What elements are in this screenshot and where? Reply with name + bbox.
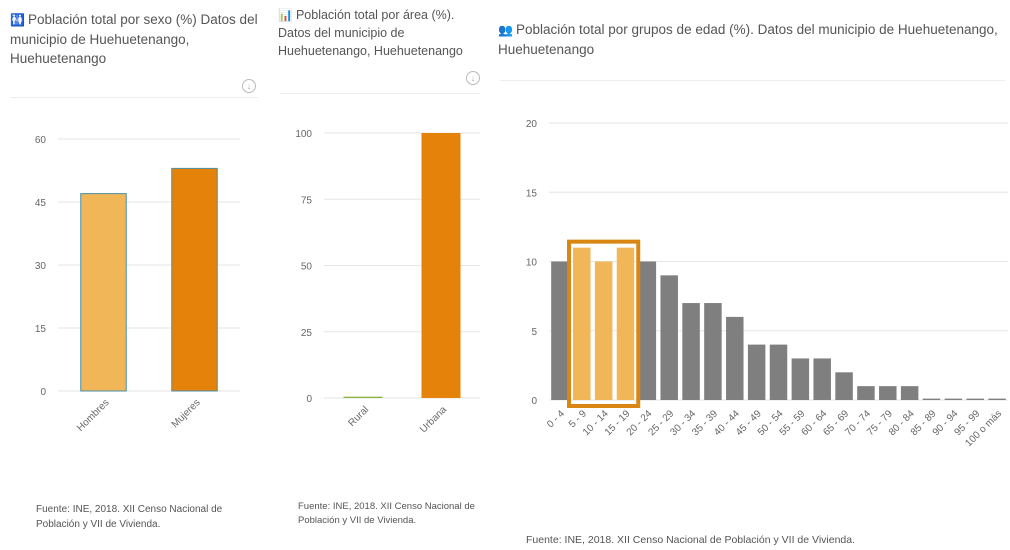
sex-chart-title: 🚻 Población total por sexo (%) Datos del …: [10, 12, 258, 66]
y-tick-label: 10: [526, 258, 538, 269]
bar[interactable]: [791, 358, 810, 400]
separator: [500, 80, 1005, 81]
y-tick-label: 25: [301, 328, 313, 339]
y-tick-label: 20: [526, 119, 538, 130]
y-tick-label: 50: [301, 262, 313, 273]
highlight-frame: [567, 239, 641, 408]
y-tick-label: 5: [531, 327, 537, 338]
age-chart-title: 👥 Población total por grupos de edad (%).…: [498, 22, 998, 57]
sex-chart-panel: 🚻 Población total por sexo (%) Datos del …: [0, 0, 262, 550]
bar[interactable]: [726, 316, 744, 400]
area-chart-title: 📊 Población total por área (%). Datos del…: [278, 8, 463, 58]
bar[interactable]: [835, 372, 853, 400]
area-chart-panel: 📊 Población total por área (%). Datos del…: [270, 0, 485, 550]
y-tick-label: 15: [526, 188, 538, 199]
people-icon: 🚻: [10, 13, 25, 27]
bar[interactable]: [966, 398, 984, 400]
x-tick-label: Hombres: [75, 397, 111, 433]
bar-chart-icon: 📊: [278, 8, 293, 22]
sex-bar-chart: 0 15 30 45 60 Hombres Mujeres: [35, 135, 240, 434]
bar[interactable]: [343, 396, 383, 398]
bar[interactable]: [616, 247, 635, 400]
bar[interactable]: [813, 358, 831, 400]
y-tick-label: 0: [531, 396, 537, 407]
separator: [10, 97, 258, 98]
y-tick-label: 0: [306, 394, 312, 405]
x-tick-label: Urbana: [418, 404, 449, 435]
age-chart-source: Fuente: INE, 2018. XII Censo Nacional de…: [526, 534, 856, 546]
bar[interactable]: [879, 386, 897, 400]
x-tick-label: 0 - 4: [545, 408, 567, 430]
area-bar-chart: 0 25 50 75 100 Rural Urbana: [295, 129, 480, 435]
separator: [280, 93, 480, 94]
group-icon: 👥: [498, 23, 513, 37]
bar[interactable]: [171, 167, 218, 392]
bar[interactable]: [988, 398, 1006, 400]
x-tick-label: Rural: [346, 404, 371, 429]
y-tick-label: 15: [35, 324, 47, 335]
bar[interactable]: [944, 398, 963, 400]
age-chart-panel: 👥 Población total por grupos de edad (%).…: [490, 0, 1010, 550]
bar[interactable]: [80, 193, 127, 392]
bar[interactable]: [922, 398, 941, 400]
bar[interactable]: [900, 386, 919, 400]
bar[interactable]: [747, 344, 766, 400]
bar[interactable]: [421, 133, 461, 398]
y-tick-label: 0: [40, 387, 46, 398]
bar[interactable]: [857, 386, 875, 400]
download-icon[interactable]: ↓: [242, 79, 256, 93]
y-tick-label: 45: [35, 198, 47, 209]
bar[interactable]: [704, 303, 722, 400]
sex-chart-source: Fuente: INE, 2018. XII Censo Nacional de…: [36, 504, 223, 530]
bar[interactable]: [769, 344, 788, 400]
bar[interactable]: [638, 261, 657, 401]
bar[interactable]: [660, 275, 678, 400]
x-tick-label: Mujeres: [170, 397, 203, 430]
y-tick-label: 100: [295, 129, 312, 140]
area-chart-source: Fuente: INE, 2018. XII Censo Nacional de…: [298, 501, 475, 526]
bar[interactable]: [573, 247, 591, 400]
download-icon[interactable]: ↓: [466, 71, 480, 85]
y-tick-label: 75: [301, 195, 313, 206]
bar[interactable]: [682, 303, 700, 400]
bar[interactable]: [594, 261, 613, 401]
y-tick-label: 30: [35, 261, 47, 272]
bar[interactable]: [551, 261, 569, 401]
y-tick-label: 60: [35, 135, 47, 146]
